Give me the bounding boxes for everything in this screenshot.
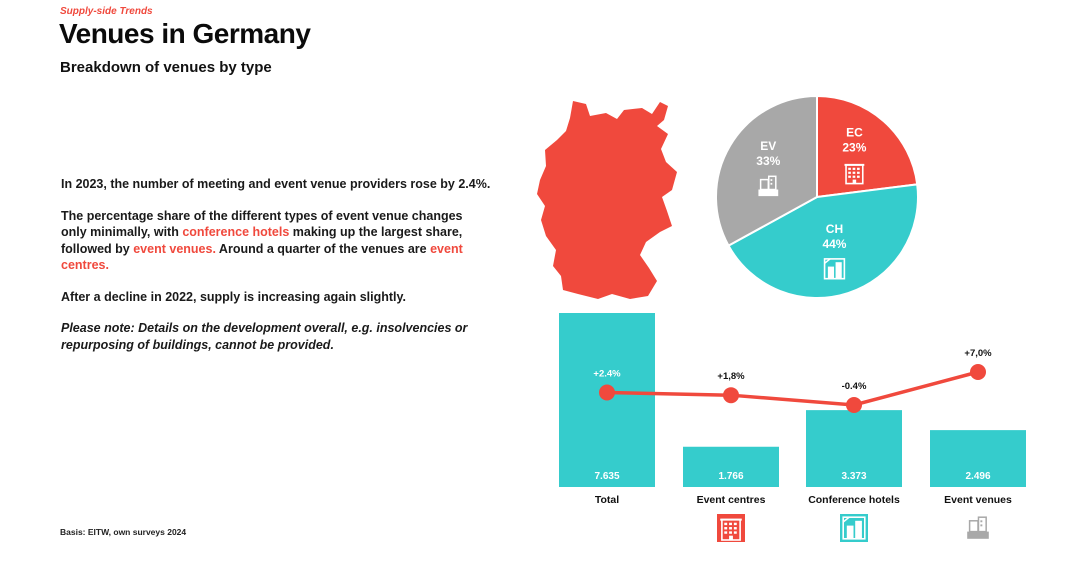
category-label: Event venues bbox=[944, 494, 1012, 506]
bar-4 bbox=[930, 430, 1026, 487]
paragraph-shares: The percentage share of the different ty… bbox=[61, 208, 491, 274]
highlight-event-centres: event centres. bbox=[61, 241, 463, 273]
bar-value-label: 2.496 bbox=[965, 471, 990, 482]
bar-value-label: 1.766 bbox=[718, 471, 743, 482]
venue-icon bbox=[967, 516, 989, 539]
eyebrow-label: Supply-side Trends bbox=[60, 6, 153, 17]
body-text: In 2023, the number of meeting and event… bbox=[61, 176, 491, 368]
bar-value-label: 7.635 bbox=[594, 471, 619, 482]
growth-label: +1,8% bbox=[717, 371, 745, 382]
bar-2 bbox=[683, 446, 779, 487]
pie-slice-ev bbox=[715, 94, 818, 248]
growth-label: +2.4% bbox=[593, 369, 621, 380]
pie-label: CH bbox=[826, 222, 843, 236]
page-title: Venues in Germany bbox=[59, 18, 311, 49]
paragraph-supply: After a decline in 2022, supply is incre… bbox=[61, 289, 407, 304]
pie-label: EV bbox=[760, 139, 776, 153]
category-label: Total bbox=[595, 494, 619, 506]
pie-value-label: 23% bbox=[842, 141, 866, 155]
hotel-icon bbox=[823, 258, 846, 280]
growth-label: -0.4% bbox=[842, 381, 867, 392]
highlight-event-venues: event venues. bbox=[133, 241, 216, 256]
text-span: The percentage share of the different ty… bbox=[61, 208, 463, 240]
bar-value-label: 3.373 bbox=[841, 471, 866, 482]
pie-slice-ch bbox=[727, 183, 919, 299]
category-label: Event centres bbox=[697, 494, 766, 506]
building-icon bbox=[844, 163, 865, 185]
paragraph-growth: In 2023, the number of meeting and event… bbox=[61, 177, 491, 191]
text-span: Around a quarter of the venues are bbox=[215, 241, 431, 256]
venue-icon bbox=[758, 175, 779, 197]
building-icon bbox=[717, 514, 745, 542]
growth-line bbox=[606, 370, 979, 407]
pie-value-label: 44% bbox=[822, 237, 846, 251]
germany-map-icon bbox=[537, 101, 677, 299]
pie-label: EC bbox=[846, 126, 863, 140]
growth-point bbox=[599, 384, 615, 401]
growth-point bbox=[970, 364, 986, 380]
bar-chart: 7.635 Total 1.766 Event centres 3.373 Confere… bbox=[559, 313, 1026, 542]
pie-value-label: 33% bbox=[756, 154, 780, 168]
source-note: Basis: EITW, own surveys 2024 bbox=[60, 527, 187, 537]
category-label: Conference hotels bbox=[808, 494, 900, 506]
growth-point bbox=[846, 397, 862, 413]
paragraph-note: Please note: Details on the development … bbox=[61, 321, 468, 352]
growth-point bbox=[723, 387, 739, 404]
highlight-conference-hotels: conference hotels bbox=[182, 225, 290, 239]
bar-3 bbox=[806, 410, 902, 487]
page-subtitle: Breakdown of venues by type bbox=[60, 59, 272, 76]
pie-slice-ec bbox=[816, 94, 919, 199]
growth-label: +7,0% bbox=[964, 348, 992, 359]
text-span: making up the largest share, followed by bbox=[61, 225, 463, 256]
hotel-icon bbox=[840, 514, 868, 542]
